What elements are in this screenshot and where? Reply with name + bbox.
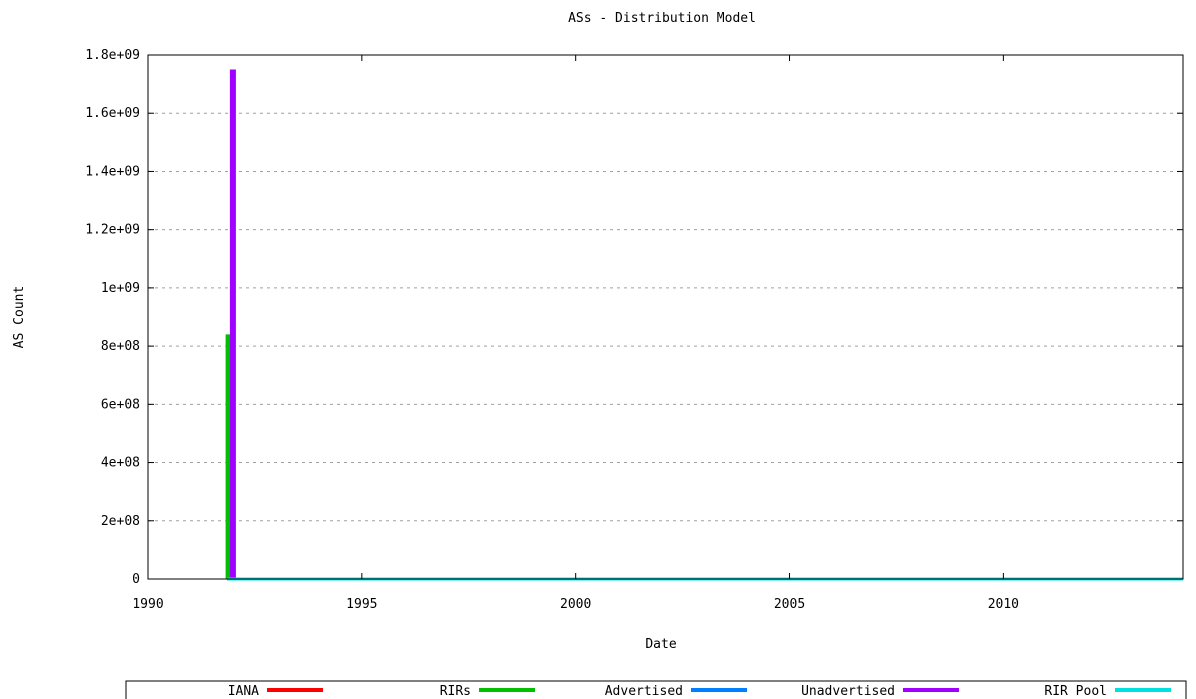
y-tick-label: 1.8e+09 bbox=[85, 48, 140, 63]
legend-label-advertised: Advertised bbox=[605, 684, 683, 699]
x-tick-label: 2000 bbox=[560, 597, 591, 612]
y-tick-label: 8e+08 bbox=[101, 339, 140, 354]
series-line-unadvertised bbox=[229, 69, 1183, 581]
y-axis-label: AS Count bbox=[12, 286, 27, 349]
x-tick-label: 2005 bbox=[774, 597, 805, 612]
x-tick-label: 2010 bbox=[988, 597, 1019, 612]
y-tick-label: 1.2e+09 bbox=[85, 223, 140, 238]
legend-label-rirs: RIRs bbox=[440, 684, 471, 699]
y-tick-label: 4e+08 bbox=[101, 456, 140, 471]
x-tick-label: 1995 bbox=[346, 597, 377, 612]
plot-lines bbox=[225, 69, 1183, 581]
plot-frame bbox=[147, 54, 1184, 580]
legend-box bbox=[125, 680, 1187, 699]
y-tick-label: 1e+09 bbox=[101, 281, 140, 296]
legend: IANA RIRs Advertised Unadvertised RIR Pool bbox=[125, 680, 1187, 699]
legend-label-unadvertised: Unadvertised bbox=[801, 684, 895, 699]
legend-label-iana: IANA bbox=[228, 684, 259, 699]
chart-title: ASs - Distribution Model bbox=[568, 11, 756, 26]
x-axis-label: Date bbox=[645, 637, 676, 652]
y-tick-label: 1.6e+09 bbox=[85, 106, 140, 121]
y-tick-label: 6e+08 bbox=[101, 397, 140, 412]
x-tick-label: 1990 bbox=[132, 597, 163, 612]
y-tick-label: 0 bbox=[132, 572, 140, 587]
grid bbox=[148, 112, 1183, 522]
legend-label-rir-pool: RIR Pool bbox=[1044, 684, 1107, 699]
series-line-rirs bbox=[225, 334, 1183, 581]
y-tick-label: 2e+08 bbox=[101, 514, 140, 529]
axis-ticks: 0 2e+08 4e+08 6e+08 8e+08 1e+09 1.2e+09 1.4e+09… bbox=[85, 48, 1183, 612]
y-tick-label: 1.4e+09 bbox=[85, 164, 140, 179]
